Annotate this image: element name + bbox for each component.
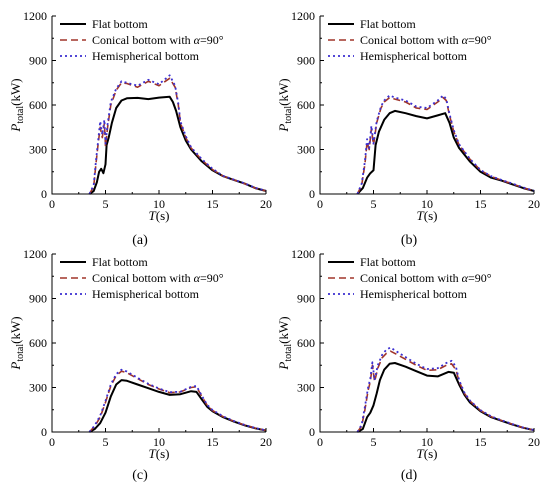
- x-tick-label: 20: [260, 197, 272, 211]
- x-tick-label: 15: [207, 435, 219, 449]
- y-tick-label: 1200: [291, 247, 315, 261]
- chart-panel: 0 5 10 15 20 0 300 600 900 1200 T(s) Ptotal(kW) Flat…: [8, 247, 272, 483]
- x-tick-label: 10: [153, 435, 165, 449]
- y-tick-label: 900: [29, 292, 47, 306]
- y-tick-label: 900: [297, 292, 315, 306]
- legend-label: Hemispherical bottom: [360, 287, 468, 301]
- x-tick-label: 0: [49, 435, 55, 449]
- legend-label: Conical bottom with α=90°: [360, 33, 492, 47]
- y-tick-label: 0: [309, 425, 315, 439]
- series-line-hemi: [356, 94, 535, 195]
- x-tick-label: 5: [103, 435, 109, 449]
- panel-label: (a): [132, 233, 148, 248]
- series-line-hemi: [356, 346, 535, 433]
- x-axis-label: T(s): [417, 208, 438, 223]
- y-tick-label: 900: [29, 54, 47, 68]
- y-axis-label: Ptotal(kW): [276, 316, 294, 370]
- legend-label: Flat bottom: [360, 17, 416, 31]
- y-tick-label: 600: [297, 98, 315, 112]
- series-line-flat: [88, 95, 267, 195]
- chart-panel: 0 5 10 15 20 0 300 600 900 1200 T(s) Ptotal(kW) Flat…: [276, 247, 540, 483]
- x-tick-label: 0: [49, 197, 55, 211]
- x-tick-label: 5: [371, 435, 377, 449]
- x-tick-label: 20: [260, 435, 272, 449]
- chart-panel: 0 5 10 15 20 0 300 600 900 1200 T(s) Ptotal(kW) Flat…: [276, 9, 540, 248]
- x-tick-label: 15: [475, 435, 487, 449]
- x-tick-label: 15: [207, 197, 219, 211]
- x-tick-label: 5: [371, 197, 377, 211]
- x-axis-label: T(s): [149, 446, 170, 461]
- legend-label: Conical bottom with α=90°: [360, 271, 492, 285]
- series-line-flat: [356, 109, 535, 195]
- legend-label: Conical bottom with α=90°: [92, 33, 224, 47]
- panel-label: (c): [132, 468, 148, 483]
- legend-label: Flat bottom: [92, 17, 148, 31]
- y-tick-label: 900: [297, 54, 315, 68]
- legend-label: Conical bottom with α=90°: [92, 271, 224, 285]
- series-line-flat: [356, 362, 535, 433]
- x-axis-label: T(s): [149, 208, 170, 223]
- x-tick-label: 0: [317, 197, 323, 211]
- y-tick-label: 1200: [23, 9, 47, 23]
- y-tick-label: 1200: [23, 247, 47, 261]
- y-tick-label: 0: [41, 425, 47, 439]
- y-tick-label: 300: [29, 381, 47, 395]
- y-axis-label: Ptotal(kW): [276, 78, 294, 132]
- x-axis-label: T(s): [417, 446, 438, 461]
- y-axis-label: Ptotal(kW): [8, 316, 26, 370]
- x-tick-label: 0: [317, 435, 323, 449]
- legend-label: Hemispherical bottom: [92, 287, 200, 301]
- y-tick-label: 300: [297, 143, 315, 157]
- y-tick-label: 0: [309, 187, 315, 201]
- series-line-conical: [88, 77, 267, 195]
- panel-label: (b): [401, 233, 418, 248]
- legend-label: Hemispherical bottom: [360, 49, 468, 63]
- series-line-hemi: [88, 368, 267, 433]
- x-tick-label: 10: [421, 435, 433, 449]
- x-tick-label: 10: [153, 197, 165, 211]
- y-tick-label: 300: [29, 143, 47, 157]
- panel-label: (d): [401, 468, 418, 483]
- series-line-hemi: [88, 74, 267, 195]
- series-line-flat: [88, 379, 267, 433]
- legend-label: Hemispherical bottom: [92, 49, 200, 63]
- x-tick-label: 20: [528, 435, 540, 449]
- y-axis-label: Ptotal(kW): [8, 78, 26, 132]
- series-line-conical: [356, 96, 535, 195]
- y-tick-label: 600: [29, 336, 47, 350]
- x-tick-label: 5: [103, 197, 109, 211]
- x-tick-label: 10: [421, 197, 433, 211]
- legend-label: Flat bottom: [92, 255, 148, 269]
- y-tick-label: 600: [297, 336, 315, 350]
- y-tick-label: 1200: [291, 9, 315, 23]
- y-tick-label: 600: [29, 98, 47, 112]
- x-tick-label: 15: [475, 197, 487, 211]
- x-tick-label: 20: [528, 197, 540, 211]
- y-tick-label: 300: [297, 381, 315, 395]
- legend-label: Flat bottom: [360, 255, 416, 269]
- y-tick-label: 0: [41, 187, 47, 201]
- chart-panel: 0 5 10 15 20 0 300 600 900 1200 T(s) Ptotal(kW) Flat…: [8, 9, 272, 248]
